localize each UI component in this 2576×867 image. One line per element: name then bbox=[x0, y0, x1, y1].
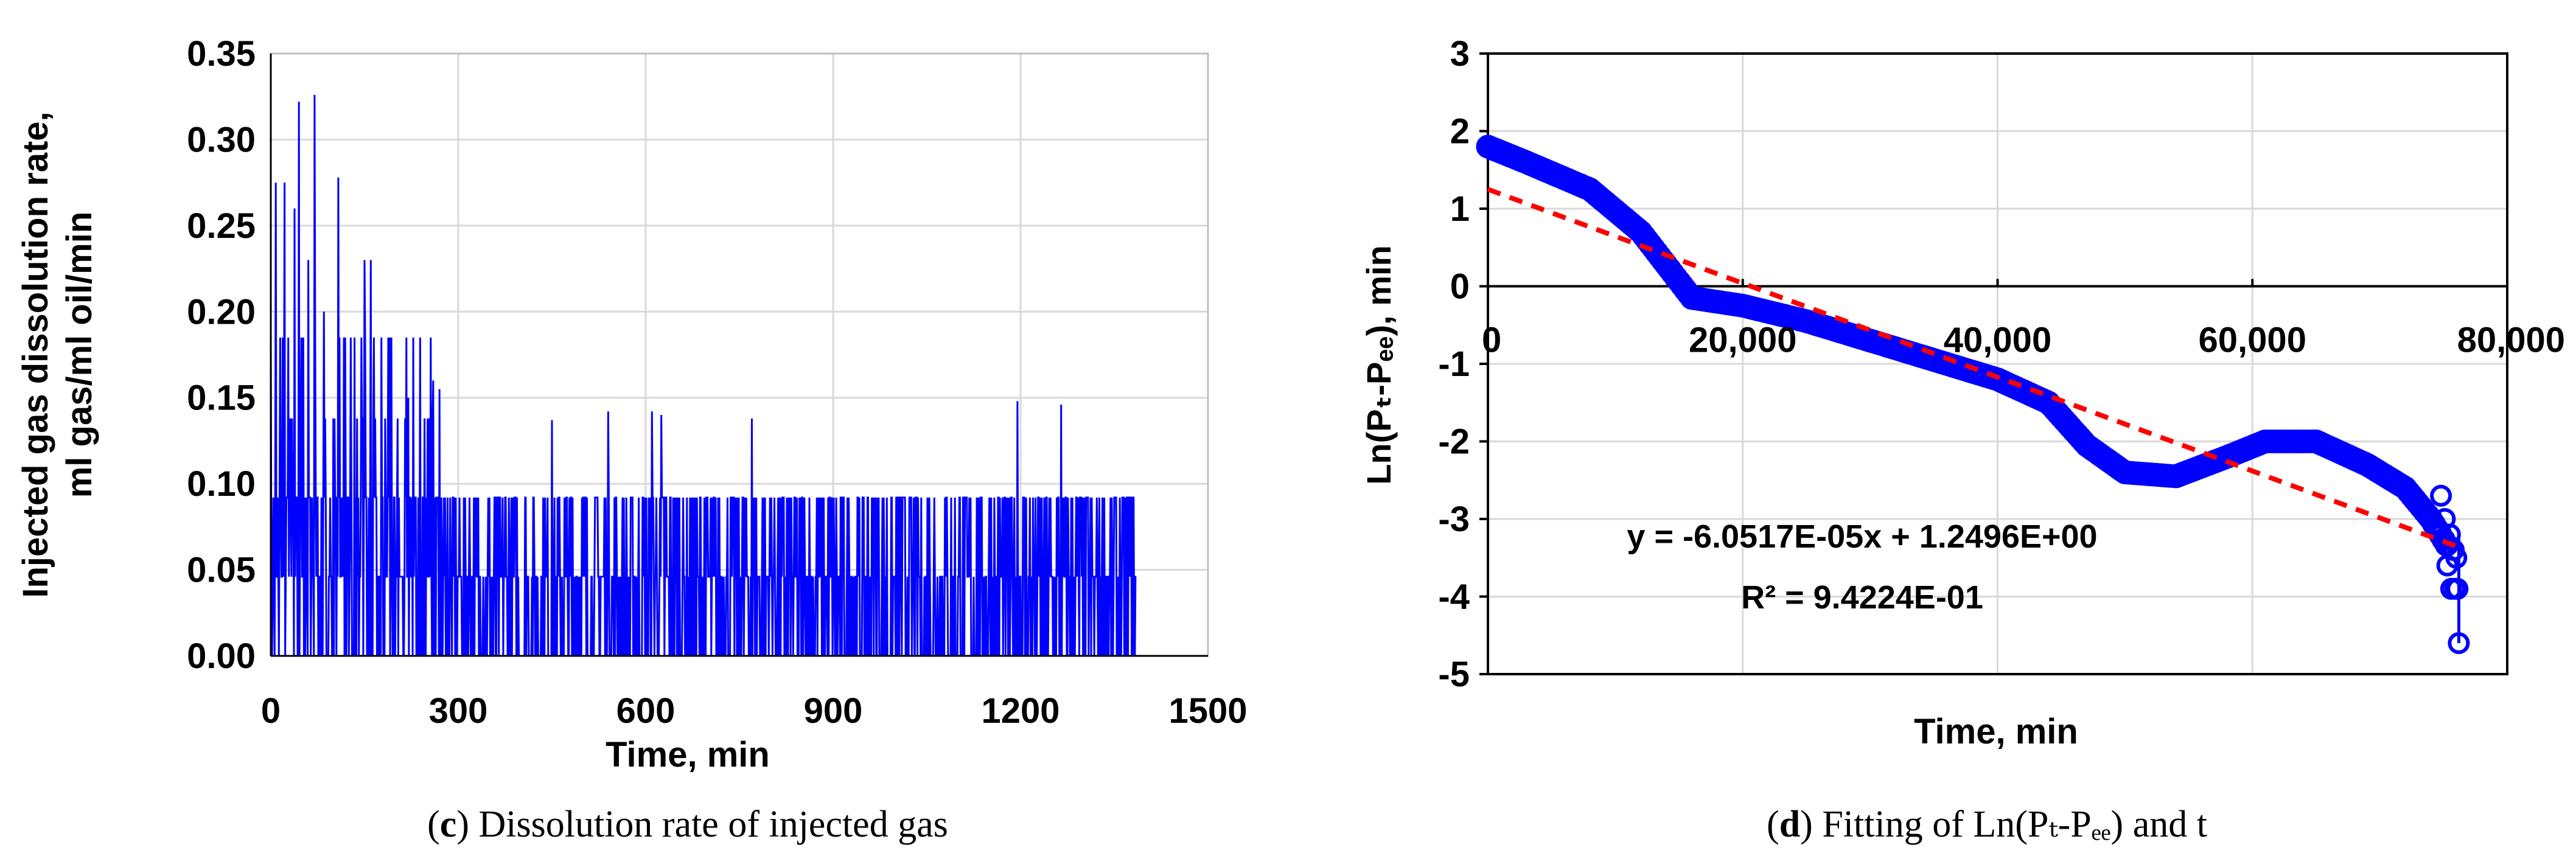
panel-c-x-axis-label: Time, min bbox=[606, 735, 770, 775]
panel-d-x-axis-label: Time, min bbox=[1914, 712, 2078, 751]
panel-c-caption-text: Dissolution rate of injected gas bbox=[478, 804, 948, 845]
panel-c-y-tick-label: 0.35 bbox=[187, 34, 256, 74]
panel-c-chart: 0.00 0.05 0.10 0.15 0.20 0.25 0.30 0.35 0 300 600… bbox=[16, 34, 1248, 845]
panel-d-y-tick-label: 1 bbox=[1450, 189, 1470, 229]
panel-c-y-tick-label: 0.00 bbox=[187, 636, 256, 676]
panel-c-x-tick-label: 0 bbox=[261, 691, 281, 731]
panel-c-y-tick-label: 0.05 bbox=[187, 551, 256, 590]
panel-d-y-tick-label: -5 bbox=[1438, 655, 1470, 694]
panel-c-x-tick-label: 900 bbox=[804, 691, 863, 731]
panel-d-y-tick-label: -3 bbox=[1438, 500, 1470, 539]
panel-d-x-tick-label: 60,000 bbox=[2199, 321, 2306, 360]
panel-d-x-tick-label: 40,000 bbox=[1944, 321, 2051, 360]
panel-d-caption-text: Fitting of Ln(Pₜ-Pₑₑ) and t bbox=[1822, 804, 2207, 845]
panel-d-y-tick-label: 0 bbox=[1450, 267, 1470, 307]
panel-d-equation: y = -6.0517E-05x + 1.2496E+00 bbox=[1627, 518, 2097, 555]
panel-d-y-tick-label: -4 bbox=[1438, 577, 1470, 617]
panel-c-y-tick-label: 0.15 bbox=[187, 378, 256, 418]
panel-d-y-tick-label: 3 bbox=[1450, 34, 1470, 74]
panel-d-y-axis-label: Ln(Pₜ-Pₑₑ), min bbox=[1360, 245, 1398, 485]
panel-d-x-tick-label: 80,000 bbox=[2457, 321, 2565, 360]
panel-d-data-point bbox=[2445, 546, 2468, 569]
panel-c-x-ticks: 0 300 600 900 1200 1500 bbox=[261, 691, 1248, 731]
panel-c-y-tick-label: 0.30 bbox=[187, 120, 256, 159]
panel-d-x-tick-label: 0 bbox=[1482, 321, 1501, 360]
panel-c-y-tick-label: 0.25 bbox=[187, 206, 256, 246]
panel-c-y-axis-label-line1: Injected gas dissolution rate, bbox=[16, 111, 55, 597]
panel-d-series bbox=[1476, 134, 2470, 654]
panel-c-x-tick-label: 300 bbox=[429, 691, 488, 731]
panel-c-x-tick-label: 1200 bbox=[981, 691, 1059, 731]
panel-c-dissolution-rate-line bbox=[270, 94, 1137, 657]
panel-c-y-axis-label-line2: ml gas/ml oil/min bbox=[60, 212, 99, 498]
panel-c-x-tick-label: 1500 bbox=[1168, 691, 1247, 731]
panel-d-grid bbox=[1488, 54, 2507, 674]
panel-c-y-tick-label: 0.10 bbox=[187, 464, 256, 504]
panel-d-x-ticks: 0 20,000 40,000 60,000 80,000 bbox=[1482, 279, 2565, 360]
panel-d-caption: (d) Fitting of Ln(Pₜ-Pₑₑ) and t bbox=[1767, 804, 2207, 845]
panel-d-y-tick-label: -2 bbox=[1438, 422, 1470, 462]
panel-c-y-tick-label: 0.20 bbox=[187, 292, 256, 332]
panel-c-y-ticks: 0.00 0.05 0.10 0.15 0.20 0.25 0.30 0.35 bbox=[187, 34, 256, 676]
panel-d-y-ticks: -5 -4 -3 -2 -1 0 1 2 3 bbox=[1438, 34, 1488, 694]
panel-c-x-tick-label: 600 bbox=[616, 691, 675, 731]
panel-d-y-tick-label: 2 bbox=[1450, 112, 1470, 151]
panel-c-caption-letter: c bbox=[440, 804, 457, 845]
panel-d-x-tick-label: 20,000 bbox=[1689, 321, 1796, 360]
panel-d-r-squared: R² = 9.4224E-01 bbox=[1741, 579, 1983, 616]
panel-d-data-point bbox=[2430, 484, 2452, 507]
panel-c-caption: (c) Dissolution rate of injected gas bbox=[427, 804, 948, 845]
panel-d-caption-letter: d bbox=[1779, 804, 1800, 845]
panel-d-y-tick-label: -1 bbox=[1438, 344, 1470, 384]
panel-d-fit-line bbox=[1487, 187, 2457, 549]
panel-d-chart: -5 -4 -3 -2 -1 0 1 2 3 0 20,000 40,000 60,000 80,000… bbox=[1360, 34, 2565, 845]
panel-c-series bbox=[270, 94, 1137, 657]
